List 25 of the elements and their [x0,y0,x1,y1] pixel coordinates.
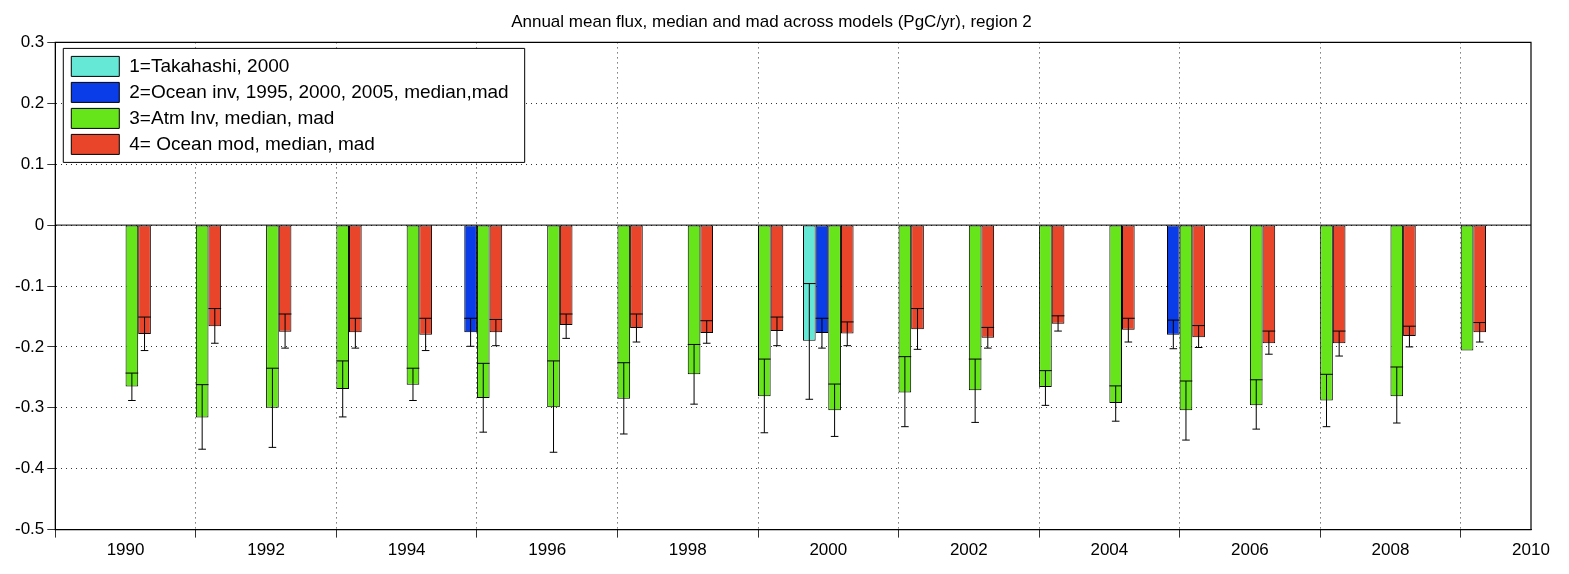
y-tick-label: -0.2 [15,336,45,356]
x-tick-label: 2002 [949,540,988,560]
x-tick-label: 2000 [809,540,848,560]
x-tick-label: 1990 [106,540,145,560]
y-tick-label: -0.3 [15,397,45,417]
x-tick-label: 2004 [1090,540,1129,560]
legend-label: 4= Ocean mod, median, mad [129,132,375,154]
y-tick-label: -0.5 [15,519,45,539]
legend-label: 1=Takahashi, 2000 [129,54,290,76]
y-tick-label: 0 [34,214,45,234]
x-tick-label: 1992 [247,540,286,560]
x-tick-label: 2006 [1231,540,1269,560]
x-tick-label: 1998 [668,540,707,560]
x-tick-label: 2008 [1371,540,1410,560]
legend-label: 2=Ocean inv, 1995, 2000, 2005, median,mad [129,80,509,102]
y-tick-label: -0.4 [15,458,45,478]
chart-title: Annual mean flux, median and mad across models (PgC/yr), region 2 [511,11,1032,31]
y-tick-label: 0.3 [20,32,45,52]
legend-label: 3=Atm Inv, median, mad [129,106,335,128]
y-tick-label: -0.1 [15,275,45,295]
x-tick-label: 2010 [1512,540,1550,560]
x-tick-label: 1996 [528,540,567,560]
y-tick-label: 0.1 [20,153,45,173]
y-tick-label: 0.2 [20,92,45,112]
x-tick-label: 1994 [387,540,426,560]
